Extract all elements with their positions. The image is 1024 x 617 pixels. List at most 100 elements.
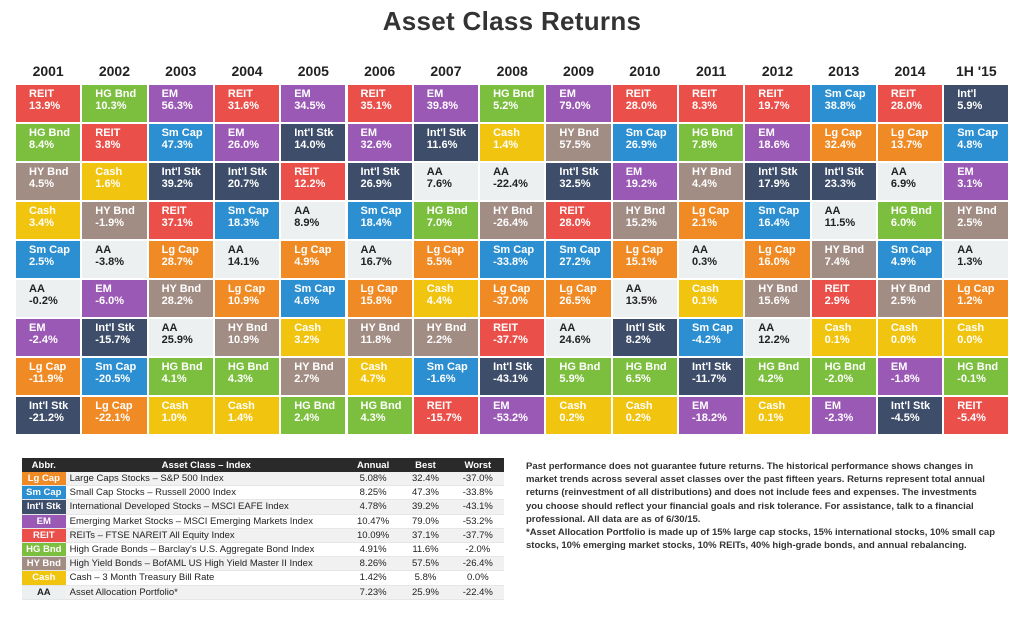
return-value: 7.6% xyxy=(426,178,452,190)
asset-class-label: EM xyxy=(957,166,974,178)
legend-annual: 5.08% xyxy=(346,472,400,487)
return-value: 32.5% xyxy=(559,178,591,190)
return-value: 11.8% xyxy=(360,334,392,346)
return-value: 16.7% xyxy=(360,256,392,268)
year-header: 2010 xyxy=(629,63,661,79)
asset-class-label: HG Bnd xyxy=(957,361,999,373)
asset-class-label: Cash xyxy=(692,283,719,295)
return-cell: Lg Cap 28.7% xyxy=(147,240,214,279)
return-value: 2.1% xyxy=(692,217,718,229)
return-value: 14.1% xyxy=(227,256,260,268)
asset-class-label: AA xyxy=(758,322,775,334)
return-cell: Cash 1.4% xyxy=(213,396,281,435)
return-value: 79.0% xyxy=(559,100,591,112)
return-cell: HG Bnd 8.4% xyxy=(15,123,82,162)
return-value: 20.7% xyxy=(227,178,260,190)
return-value: 2.5% xyxy=(957,217,983,229)
asset-class-label: AA xyxy=(493,166,509,178)
legend-annual: 4.91% xyxy=(346,542,400,558)
asset-class-label: Lg Cap xyxy=(29,361,67,373)
asset-class-label: Int'l Stk xyxy=(227,166,268,178)
return-value: 26.9% xyxy=(360,178,392,190)
return-value: 6.0% xyxy=(890,217,916,229)
return-cell: HG Bnd 4.2% xyxy=(744,357,811,396)
return-value: -37.0% xyxy=(493,295,528,307)
return-value: 38.8% xyxy=(824,100,856,112)
legend-best: 37.1% xyxy=(399,528,452,543)
asset-class-label: EM xyxy=(294,88,311,100)
asset-class-label: AA xyxy=(625,283,642,295)
legend-asset-class: Small Cap Stocks – Russell 2000 Index xyxy=(65,485,347,501)
asset-class-label: REIT xyxy=(161,205,187,217)
asset-class-label: REIT xyxy=(29,88,55,100)
asset-class-label: Cash xyxy=(161,400,189,412)
legend-annual: 10.47% xyxy=(346,514,400,529)
legend-annual: 10.09% xyxy=(346,528,400,543)
return-value: 7.0% xyxy=(426,217,452,229)
legend-header-worst: Worst xyxy=(451,458,504,472)
asset-class-label: Cash xyxy=(890,322,918,334)
return-value: 4.9% xyxy=(294,256,320,268)
return-cell: Int'l Stk -43.1% xyxy=(479,357,546,396)
return-cell: Lg Cap 26.5% xyxy=(545,279,612,318)
return-cell: HY Bnd 2.7% xyxy=(280,357,347,396)
asset-class-label: Sm Cap xyxy=(890,244,932,256)
asset-class-label: AA xyxy=(692,244,708,256)
asset-class-label: REIT xyxy=(493,322,519,334)
asset-class-label: HY Bnd xyxy=(95,205,135,217)
return-value: 16.0% xyxy=(758,256,790,268)
asset-class-label: Cash xyxy=(95,166,123,178)
asset-class-label: Sm Cap xyxy=(625,127,667,139)
legend-row: Lg Cap Large Caps Stocks – S&P 500 Index 5… xyxy=(22,472,504,487)
return-value: -26.4% xyxy=(493,217,528,229)
asset-class-label: EM xyxy=(161,88,179,100)
return-cell: HG Bnd 5.9% xyxy=(545,357,612,396)
asset-class-label: Int'l Stk xyxy=(294,127,334,139)
return-value: 47.3% xyxy=(161,139,193,151)
asset-class-label: HG Bnd xyxy=(29,127,70,139)
asset-class-label: Sm Cap xyxy=(426,361,468,373)
return-value: 14.0% xyxy=(294,139,326,151)
legend-best: 39.2% xyxy=(399,499,452,515)
year-header: 2001 xyxy=(32,63,64,79)
return-cell: Sm Cap 27.2% xyxy=(545,240,612,279)
asset-class-label: EM xyxy=(95,283,112,295)
return-cell: HG Bnd 4.3% xyxy=(346,396,413,435)
asset-class-label: HG Bnd xyxy=(692,127,733,139)
asset-class-label: REIT xyxy=(294,166,320,178)
asset-class-label: HG Bnd xyxy=(360,400,402,412)
year-header: 2007 xyxy=(430,63,462,79)
return-value: -6.0% xyxy=(95,295,125,307)
return-cell: HG Bnd 4.1% xyxy=(147,357,214,396)
return-cell: HY Bnd 15.6% xyxy=(744,279,811,318)
return-value: 6.9% xyxy=(890,178,916,190)
legend-row: Sm Cap Small Cap Stocks – Russell 2000 In… xyxy=(22,485,504,501)
return-value: 4.1% xyxy=(161,373,187,385)
asset-class-label: Lg Cap xyxy=(426,244,465,256)
return-cell: EM 19.2% xyxy=(611,162,678,201)
return-value: 5.5% xyxy=(426,256,452,268)
asset-class-label: EM xyxy=(692,400,709,412)
legend-asset-class: High Yield Bonds – BofAML US High Yield … xyxy=(65,556,347,572)
return-cell: Int'l 5.9% xyxy=(943,84,1010,123)
return-cell: Cash 0.1% xyxy=(810,318,877,357)
asset-class-label: HG Bnd xyxy=(95,88,137,100)
asset-class-label: Lg Cap xyxy=(957,283,995,295)
asset-class-label: Lg Cap xyxy=(227,283,266,295)
legend-abbr-swatch: Int'l Stk xyxy=(22,499,66,515)
return-cell: Lg Cap 1.2% xyxy=(943,279,1010,318)
asset-class-label: Sm Cap xyxy=(360,205,402,217)
return-value: -15.7% xyxy=(426,412,462,424)
asset-class-label: Cash xyxy=(758,400,786,412)
legend-worst: -2.0% xyxy=(451,542,504,558)
asset-class-label: Cash xyxy=(493,127,520,139)
return-cell: REIT 12.2% xyxy=(280,162,347,201)
year-header: 2008 xyxy=(496,63,528,79)
return-value: -21.2% xyxy=(29,412,64,424)
return-value: 13.7% xyxy=(890,139,923,151)
return-cell: Int'l Stk 39.2% xyxy=(147,162,214,201)
return-cell: AA 7.6% xyxy=(412,162,480,201)
return-value: 7.8% xyxy=(692,139,718,151)
return-cell: HG Bnd 7.8% xyxy=(678,123,745,162)
legend-asset-class: Emerging Market Stocks – MSCI Emerging M… xyxy=(65,514,347,529)
